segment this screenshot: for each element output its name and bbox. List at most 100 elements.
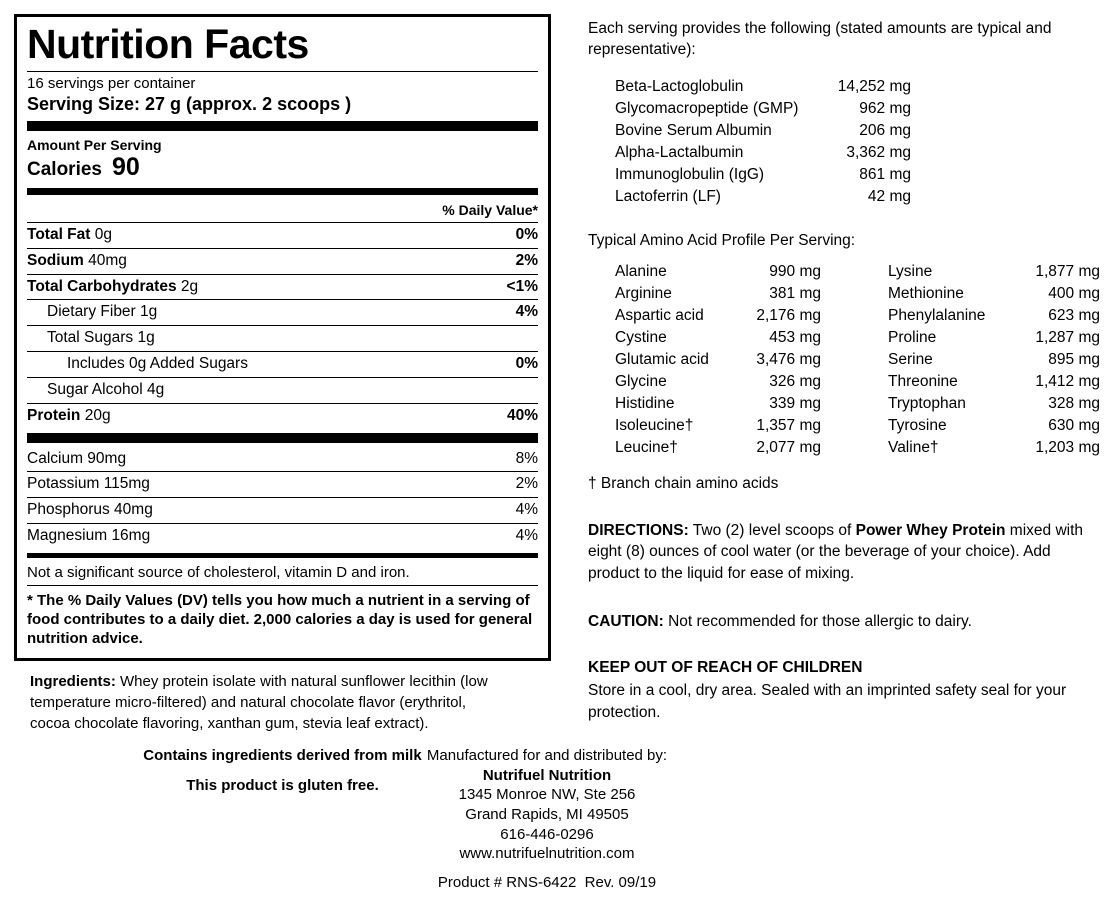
fraction-name: Beta-Lactoglobulin — [615, 77, 744, 95]
amino-value: 1,412 mg — [1035, 372, 1100, 390]
amount-per-serving-label: Amount Per Serving — [27, 137, 162, 154]
directions-label: DIRECTIONS: — [588, 521, 689, 539]
thick-bar — [27, 121, 538, 132]
nutrient-label: Includes 0g Added Sugars — [27, 355, 248, 373]
nutrient-name: Sugar Alcohol — [47, 380, 143, 398]
amino-value: 1,203 mg — [1035, 438, 1100, 456]
amino-name: Phenylalanine — [888, 306, 986, 324]
distributor-address-2: Grand Rapids, MI 49505 — [465, 805, 629, 823]
protein-fraction-row: Lactoferrin (LF) 42 mg — [615, 186, 911, 208]
amino-row: Cystine 453 mg — [615, 327, 821, 349]
directions-text-2: mixed with eight (8) ounces of cool wate… — [588, 521, 1084, 582]
amino-value: 2,077 mg — [756, 438, 821, 456]
calories-value: 90 — [111, 153, 140, 182]
nutrient-dv: 4% — [515, 501, 538, 519]
amino-row: Leucine† 2,077 mg — [615, 437, 821, 459]
caution-text: Not recommended for those allergic to da… — [663, 612, 972, 630]
branch-chain-footnote: † Branch chain amino acids — [588, 474, 779, 492]
amino-value: 453 mg — [769, 328, 821, 346]
nutrient-amount: 4g — [146, 380, 165, 398]
left-column: Nutrition Facts 16 servings per containe… — [14, 14, 551, 794]
fraction-name: Glycomacropeptide (GMP) — [615, 99, 799, 117]
nutrient-name: Phosphorus — [27, 501, 110, 519]
amino-row: Phenylalanine 623 mg — [888, 305, 1100, 327]
amino-row: Isoleucine† 1,357 mg — [615, 415, 821, 437]
amino-row: Aspartic acid 2,176 mg — [615, 305, 821, 327]
nutrient-row-calcium: Calcium 90mg 8% — [27, 447, 538, 472]
nutrient-name: Includes 0g Added Sugars — [67, 355, 248, 373]
nutrition-facts-title: Nutrition Facts — [27, 21, 309, 67]
amino-name: Methionine — [888, 284, 964, 302]
amino-value: 326 mg — [769, 372, 821, 390]
nutrient-name: Protein — [27, 406, 81, 424]
divider — [27, 584, 538, 586]
fraction-value: 962 mg — [859, 99, 911, 117]
storage-note: Store in a cool, dry area. Sealed with a… — [588, 682, 1067, 721]
amino-row: Histidine 339 mg — [615, 393, 821, 415]
distributor-address-1: 1345 Monroe NW, Ste 256 — [458, 786, 636, 804]
distributor-intro: Manufactured for and distributed by: — [426, 747, 668, 764]
fraction-name: Lactoferrin (LF) — [615, 187, 721, 205]
serving-size: Serving Size: 27 g (approx. 2 scoops ) — [27, 94, 352, 115]
nutrient-name: Total Carbohydrates — [27, 277, 177, 295]
directions-text-1: Two (2) level scoops of — [688, 521, 856, 539]
amino-name: Glycine — [615, 372, 667, 390]
amino-name: Serine — [888, 350, 933, 368]
nutrient-amount: 1g — [140, 303, 158, 321]
amino-name: Glutamic acid — [615, 350, 709, 368]
amino-row: Proline 1,287 mg — [888, 327, 1100, 349]
nutrient-name: Dietary Fiber — [47, 303, 136, 321]
amino-row: Glycine 326 mg — [615, 371, 821, 393]
amino-column-right: Lysine 1,877 mg Methionine 400 mg Phenylal… — [888, 261, 1100, 459]
amino-row: Threonine 1,412 mg — [888, 371, 1100, 393]
nutrient-row-total-carbohydrates: Total Carbohydrates 2g <1% — [27, 273, 538, 300]
nutrient-dv: 4% — [515, 526, 538, 544]
fraction-name: Immunoglobulin (IgG) — [615, 165, 765, 183]
nutrient-dv: 40% — [506, 406, 538, 424]
nutrient-label: Sugar Alcohol 4g — [27, 381, 164, 399]
nutrient-name: Potassium — [27, 475, 100, 493]
nutrient-label: Phosphorus 40mg — [27, 501, 153, 519]
amino-row: Tyrosine 630 mg — [888, 415, 1100, 437]
divider — [27, 71, 538, 73]
nutrient-row-added-sugars: Includes 0g Added Sugars 0% — [27, 351, 538, 377]
nutrient-row-sodium: Sodium 40mg 2% — [27, 247, 538, 274]
nutrient-dv: <1% — [506, 277, 538, 295]
fraction-value: 3,362 mg — [846, 143, 911, 161]
fraction-value: 206 mg — [859, 121, 911, 139]
amino-value: 623 mg — [1048, 306, 1100, 324]
nutrient-name: Magnesium — [27, 526, 108, 544]
protein-fraction-row: Beta-Lactoglobulin 14,252 mg — [615, 76, 911, 98]
fraction-value: 42 mg — [867, 187, 911, 205]
nutrient-amount: 1g — [137, 329, 155, 347]
nutrient-row-phosphorus: Phosphorus 40mg 4% — [27, 497, 538, 523]
amino-value: 2,176 mg — [756, 306, 821, 324]
amino-value: 1,287 mg — [1035, 328, 1100, 346]
amino-name: Aspartic acid — [615, 306, 704, 324]
amino-name: Cystine — [615, 328, 667, 346]
nutrient-label: Total Carbohydrates 2g — [27, 278, 198, 296]
amino-row: Tryptophan 328 mg — [888, 393, 1100, 415]
daily-value-header: % Daily Value* — [442, 202, 538, 219]
nutrient-dv: 2% — [515, 475, 538, 493]
directions-product-name: Power Whey Protein — [855, 521, 1006, 539]
nutrient-row-protein: Protein 20g 40% — [27, 402, 538, 429]
amino-name: Leucine† — [615, 438, 678, 456]
amino-name: Arginine — [615, 284, 672, 302]
amino-profile-title: Typical Amino Acid Profile Per Serving: — [588, 231, 856, 249]
nutrient-amount: 115mg — [103, 475, 150, 493]
distributor-name: Nutrifuel Nutrition — [482, 766, 612, 784]
nutrition-facts-panel: Nutrition Facts 16 servings per containe… — [14, 14, 551, 662]
nutrient-dv: 2% — [515, 251, 538, 269]
thick-bar — [27, 432, 538, 443]
amino-row: Alanine 990 mg — [615, 261, 821, 283]
caution-paragraph: CAUTION: Not recommended for those aller… — [588, 611, 1102, 632]
protein-fraction-row: Alpha-Lactalbumin 3,362 mg — [615, 142, 911, 164]
calories-label: Calories — [27, 159, 102, 181]
nutrient-row-total-sugars: Total Sugars 1g — [27, 325, 538, 351]
amino-row: Serine 895 mg — [888, 349, 1100, 371]
amino-value: 630 mg — [1048, 416, 1100, 434]
milk-allergen-note: Contains ingredients derived from milk — [143, 747, 422, 765]
amino-name: Isoleucine† — [615, 416, 694, 434]
amino-value: 3,476 mg — [756, 350, 821, 368]
